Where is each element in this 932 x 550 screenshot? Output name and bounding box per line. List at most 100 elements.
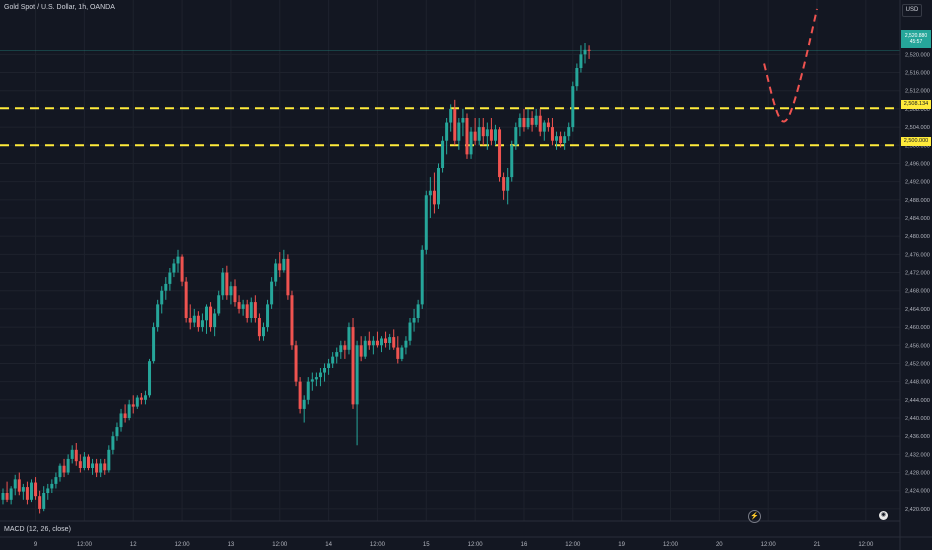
- candle-body: [180, 256, 184, 282]
- candle-body: [54, 477, 58, 484]
- candle-body: [25, 487, 29, 500]
- price-tick-label: 2,484.000: [905, 216, 930, 222]
- candle-body: [160, 290, 164, 305]
- candle-body: [363, 340, 367, 357]
- price-axis[interactable]: 2,520.000 2,516.000 2,512.000 2,508.000 2,50…: [905, 52, 930, 513]
- projection-path[interactable]: [763, 8, 818, 123]
- candle-body: [168, 272, 172, 284]
- candle-body: [21, 487, 25, 492]
- candle-body: [221, 272, 225, 296]
- price-tick-label: 2,476.000: [905, 252, 930, 258]
- candle-body: [514, 127, 518, 146]
- candle-body: [555, 136, 559, 141]
- last-price-value: 2,520.880: [904, 33, 928, 39]
- candle-body: [119, 413, 123, 428]
- time-tick-label: 15: [423, 542, 430, 548]
- candle-body: [103, 463, 107, 471]
- candle-body: [148, 361, 152, 396]
- price-tick-label: 2,516.000: [905, 71, 930, 77]
- time-tick-label: 12:00: [565, 542, 581, 548]
- price-tick-label: 2,420.000: [905, 507, 930, 513]
- price-tick-label: 2,496.000: [905, 161, 930, 167]
- candle-body: [453, 108, 457, 141]
- candle-body: [13, 479, 17, 489]
- candle-body: [38, 496, 42, 509]
- candle-body: [396, 347, 400, 359]
- candle-body: [424, 195, 428, 250]
- candle-body: [86, 456, 90, 468]
- price-tick-label: 2,460.000: [905, 325, 930, 331]
- candle-body: [530, 118, 534, 125]
- time-tick-label: 19: [618, 542, 625, 548]
- price-tick-label: 2,500.000: [905, 143, 930, 149]
- candle-body: [571, 86, 575, 128]
- time-axis[interactable]: 9 12:00 12 12:00 13 12:00 14 12:00 15 12:00 16 12:0…: [34, 542, 874, 548]
- candle-body: [388, 337, 392, 343]
- candle-body: [278, 263, 282, 271]
- candle-body: [34, 482, 38, 497]
- candle-body: [510, 145, 514, 178]
- candle-body: [335, 352, 339, 357]
- candle-body: [266, 304, 270, 328]
- last-price-label: 2,520.880 45:57: [901, 30, 931, 48]
- candle-body: [164, 283, 168, 291]
- candle-body: [188, 318, 192, 323]
- time-tick-label: 12:00: [858, 542, 874, 548]
- candle-body: [436, 168, 440, 205]
- time-tick-label: 12:00: [663, 542, 679, 548]
- candle-body: [493, 129, 497, 141]
- candle-body: [522, 118, 526, 128]
- candle-body: [184, 281, 188, 318]
- price-tick-label: 2,508.000: [905, 107, 930, 113]
- price-tick-label: 2,444.000: [905, 398, 930, 404]
- candle-body: [400, 347, 404, 359]
- candle-body: [143, 395, 147, 400]
- symbol-title[interactable]: Gold Spot / U.S. Dollar, 1h, OANDA: [4, 4, 115, 11]
- candle-body: [477, 127, 481, 141]
- candle-body: [9, 488, 13, 500]
- candle-body: [339, 345, 343, 353]
- candle-body: [384, 338, 388, 343]
- tradingview-logo-icon[interactable]: ◉: [879, 511, 888, 520]
- candle-body: [457, 122, 461, 141]
- candle-body: [489, 129, 493, 141]
- price-tick-label: 2,468.000: [905, 289, 930, 295]
- candle-body: [237, 302, 241, 309]
- candle-body: [99, 463, 103, 473]
- candle-body: [172, 263, 176, 273]
- lightning-icon[interactable]: ⚡: [748, 510, 761, 523]
- time-tick-label: 12:00: [272, 542, 288, 548]
- candle-body: [46, 488, 50, 493]
- candle-body: [432, 190, 436, 205]
- candle-body: [42, 493, 46, 509]
- currency-button[interactable]: USD: [902, 4, 922, 17]
- candle-body: [123, 413, 127, 418]
- candle-body: [408, 322, 412, 341]
- candle-body: [74, 449, 78, 462]
- candle-body: [461, 118, 465, 123]
- horizontal-levels[interactable]: [0, 50, 900, 147]
- candle-body: [192, 315, 196, 323]
- candle-body: [538, 115, 542, 132]
- time-tick-label: 16: [521, 542, 528, 548]
- candle-body: [152, 327, 156, 362]
- time-tick-label: 12:00: [468, 542, 484, 548]
- candle-body: [550, 127, 554, 141]
- macd-indicator-label[interactable]: MACD (12, 26, close): [4, 526, 71, 533]
- time-tick-label: 21: [814, 542, 821, 548]
- price-tick-label: 2,456.000: [905, 343, 930, 349]
- candle-body: [343, 345, 347, 350]
- candle-body: [233, 286, 237, 303]
- candle-body: [282, 258, 286, 271]
- candle-body: [249, 302, 253, 318]
- candle-body: [78, 461, 82, 468]
- candle-body: [416, 304, 420, 318]
- candle-body: [241, 304, 245, 309]
- candle-body: [5, 493, 9, 500]
- candle-body: [542, 122, 546, 132]
- candle-body: [115, 427, 119, 437]
- candle-body: [176, 256, 180, 264]
- price-tick-label: 2,424.000: [905, 489, 930, 495]
